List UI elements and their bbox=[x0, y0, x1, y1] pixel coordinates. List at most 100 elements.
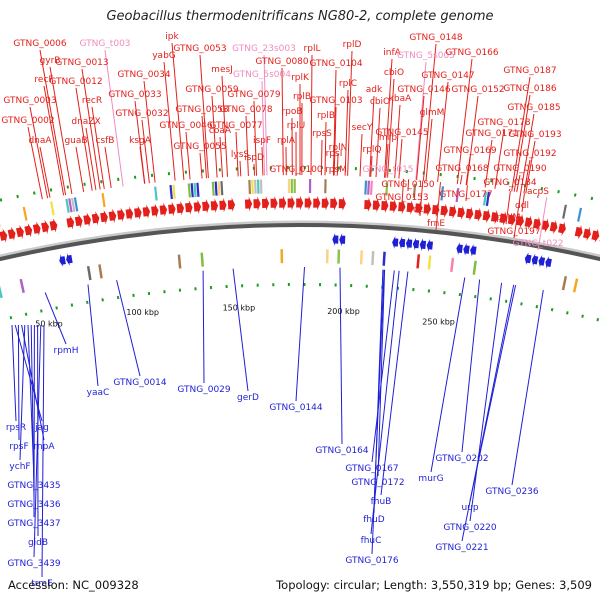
forward-feature-block bbox=[22, 206, 28, 221]
reverse-gene-label: trmE bbox=[31, 579, 53, 589]
forward-gene-label: GTNG_0146 bbox=[397, 85, 451, 95]
forward-gene-label: GTNG_t022 bbox=[512, 239, 563, 249]
forward-gene-label: infA bbox=[383, 48, 401, 58]
forward-feature-block bbox=[70, 197, 76, 212]
scale-label: 200 kbp bbox=[327, 307, 360, 316]
forward-gene-label: rpsS bbox=[312, 129, 332, 139]
forward-label-line bbox=[281, 67, 284, 176]
forward-feature-block bbox=[68, 198, 73, 213]
reverse-feature-block bbox=[371, 250, 375, 266]
reverse-feature-block bbox=[382, 251, 386, 266]
reverse-gene-label: GTNG_0029 bbox=[177, 385, 231, 395]
forward-label-line bbox=[104, 49, 124, 187]
forward-gene-arrow bbox=[558, 221, 566, 236]
forward-gene-label: GTNG_0192 bbox=[503, 149, 556, 159]
forward-gene-arrow bbox=[574, 225, 583, 240]
forward-gene-label: rplU bbox=[287, 121, 306, 131]
reverse-gene-label: GTNG_0221 bbox=[435, 543, 488, 553]
forward-label-line bbox=[333, 159, 335, 176]
reverse-gene-label: murG bbox=[418, 474, 443, 484]
forward-feature-block bbox=[73, 197, 79, 212]
forward-feature-block bbox=[196, 182, 200, 197]
forward-feature-block bbox=[412, 183, 417, 198]
reverse-label-line bbox=[370, 270, 400, 535]
forward-label-line bbox=[416, 95, 425, 180]
reverse-feature-block bbox=[359, 250, 364, 265]
forward-gene-label: GTNG_0190 bbox=[493, 164, 547, 174]
forward-gene-arrow bbox=[372, 198, 380, 213]
reverse-label-line bbox=[461, 284, 515, 542]
reverse-gene-label: ychF bbox=[9, 462, 30, 472]
reverse-gene-arrow bbox=[545, 256, 552, 269]
reverse-gene-arrow bbox=[66, 253, 73, 266]
reverse-gene-label: GTNG_0236 bbox=[485, 487, 539, 497]
forward-gene-arrow bbox=[117, 207, 125, 222]
forward-gene-label: GTNG_0147 bbox=[421, 71, 474, 81]
forward-gene-label: adk bbox=[366, 85, 383, 95]
forward-gene-label: rplQ bbox=[363, 145, 382, 155]
forward-label-line bbox=[508, 188, 511, 192]
forward-label-line bbox=[344, 89, 349, 176]
forward-label-line bbox=[185, 131, 191, 180]
forward-label-line bbox=[221, 75, 228, 177]
forward-gene-label: GTNG_0177 bbox=[439, 190, 492, 200]
forward-gene-label: GTNG_0178 bbox=[477, 118, 531, 128]
forward-gene-arrow bbox=[244, 196, 253, 212]
reverse-label-line bbox=[202, 270, 205, 384]
forward-feature-block bbox=[214, 181, 218, 196]
forward-gene-label: rpsM bbox=[325, 165, 347, 175]
reverse-feature-block bbox=[200, 252, 204, 267]
reverse-gene-label: rpsF bbox=[9, 442, 28, 452]
forward-label-line bbox=[75, 146, 85, 193]
forward-gene-arrow bbox=[134, 205, 142, 220]
forward-gene-label: rplB bbox=[317, 111, 335, 121]
forward-gene-label: GTNG_0197 bbox=[487, 227, 540, 237]
reverse-label-line bbox=[21, 324, 45, 441]
forward-gene-label: rplK bbox=[291, 73, 310, 83]
forward-label-line bbox=[521, 193, 525, 213]
forward-label-line bbox=[407, 179, 410, 192]
summary-label: Topology: circular; Length: 3,550,319 bp… bbox=[276, 578, 592, 592]
forward-gene-label: GTNG_0003 bbox=[3, 96, 56, 106]
forward-feature-block bbox=[364, 180, 368, 195]
forward-gene-label: coaA bbox=[209, 126, 232, 136]
reverse-gene-arrow bbox=[426, 239, 433, 252]
forward-gene-label: GTNG_0053 bbox=[173, 44, 226, 54]
forward-gene-label: GTNG_0006 bbox=[13, 39, 67, 49]
forward-label-line bbox=[261, 146, 264, 176]
forward-gene-arrow bbox=[541, 218, 550, 233]
forward-gene-arrow bbox=[24, 223, 33, 238]
forward-gene-label: GTNG_0152 bbox=[451, 85, 504, 95]
reverse-feature-block bbox=[450, 257, 455, 273]
forward-gene-label: GTNG_0171 bbox=[465, 129, 518, 139]
forward-label-line bbox=[465, 185, 468, 202]
forward-gene-label: GTNG_0153 bbox=[375, 193, 428, 203]
reverse-gene-label: GTNG_3437 bbox=[7, 519, 60, 529]
inner-tick bbox=[70, 303, 74, 307]
reverse-label-line bbox=[19, 324, 26, 461]
forward-gene-label: guaB bbox=[64, 136, 87, 146]
forward-gene-arrow bbox=[499, 211, 508, 226]
reverse-label-line bbox=[44, 292, 67, 345]
forward-gene-label: glmM bbox=[420, 108, 445, 118]
reverse-label-line bbox=[377, 269, 386, 477]
forward-gene-arrow bbox=[448, 204, 457, 219]
forward-gene-label: secY bbox=[352, 123, 373, 133]
forward-label-line bbox=[419, 180, 424, 217]
reverse-label-line bbox=[295, 266, 305, 402]
forward-label-line bbox=[29, 106, 49, 199]
forward-gene-arrow bbox=[440, 203, 448, 218]
reverse-gene-arrow bbox=[59, 254, 66, 267]
forward-label-line bbox=[199, 152, 203, 179]
forward-gene-arrow bbox=[474, 207, 482, 222]
backbone-ring bbox=[0, 222, 600, 262]
reverse-gene-arrow bbox=[463, 243, 470, 256]
reverse-label-line bbox=[430, 277, 466, 473]
forward-label-line bbox=[49, 66, 73, 194]
reverse-gene-label: fhuD bbox=[363, 515, 385, 525]
forward-feature-block bbox=[169, 184, 173, 200]
forward-label-line bbox=[387, 78, 395, 178]
forward-gene-label: GTNG_t003 bbox=[79, 39, 130, 49]
forward-gene-label: GTNG_0184 bbox=[483, 178, 537, 188]
forward-gene-label: cbiO bbox=[384, 68, 404, 78]
